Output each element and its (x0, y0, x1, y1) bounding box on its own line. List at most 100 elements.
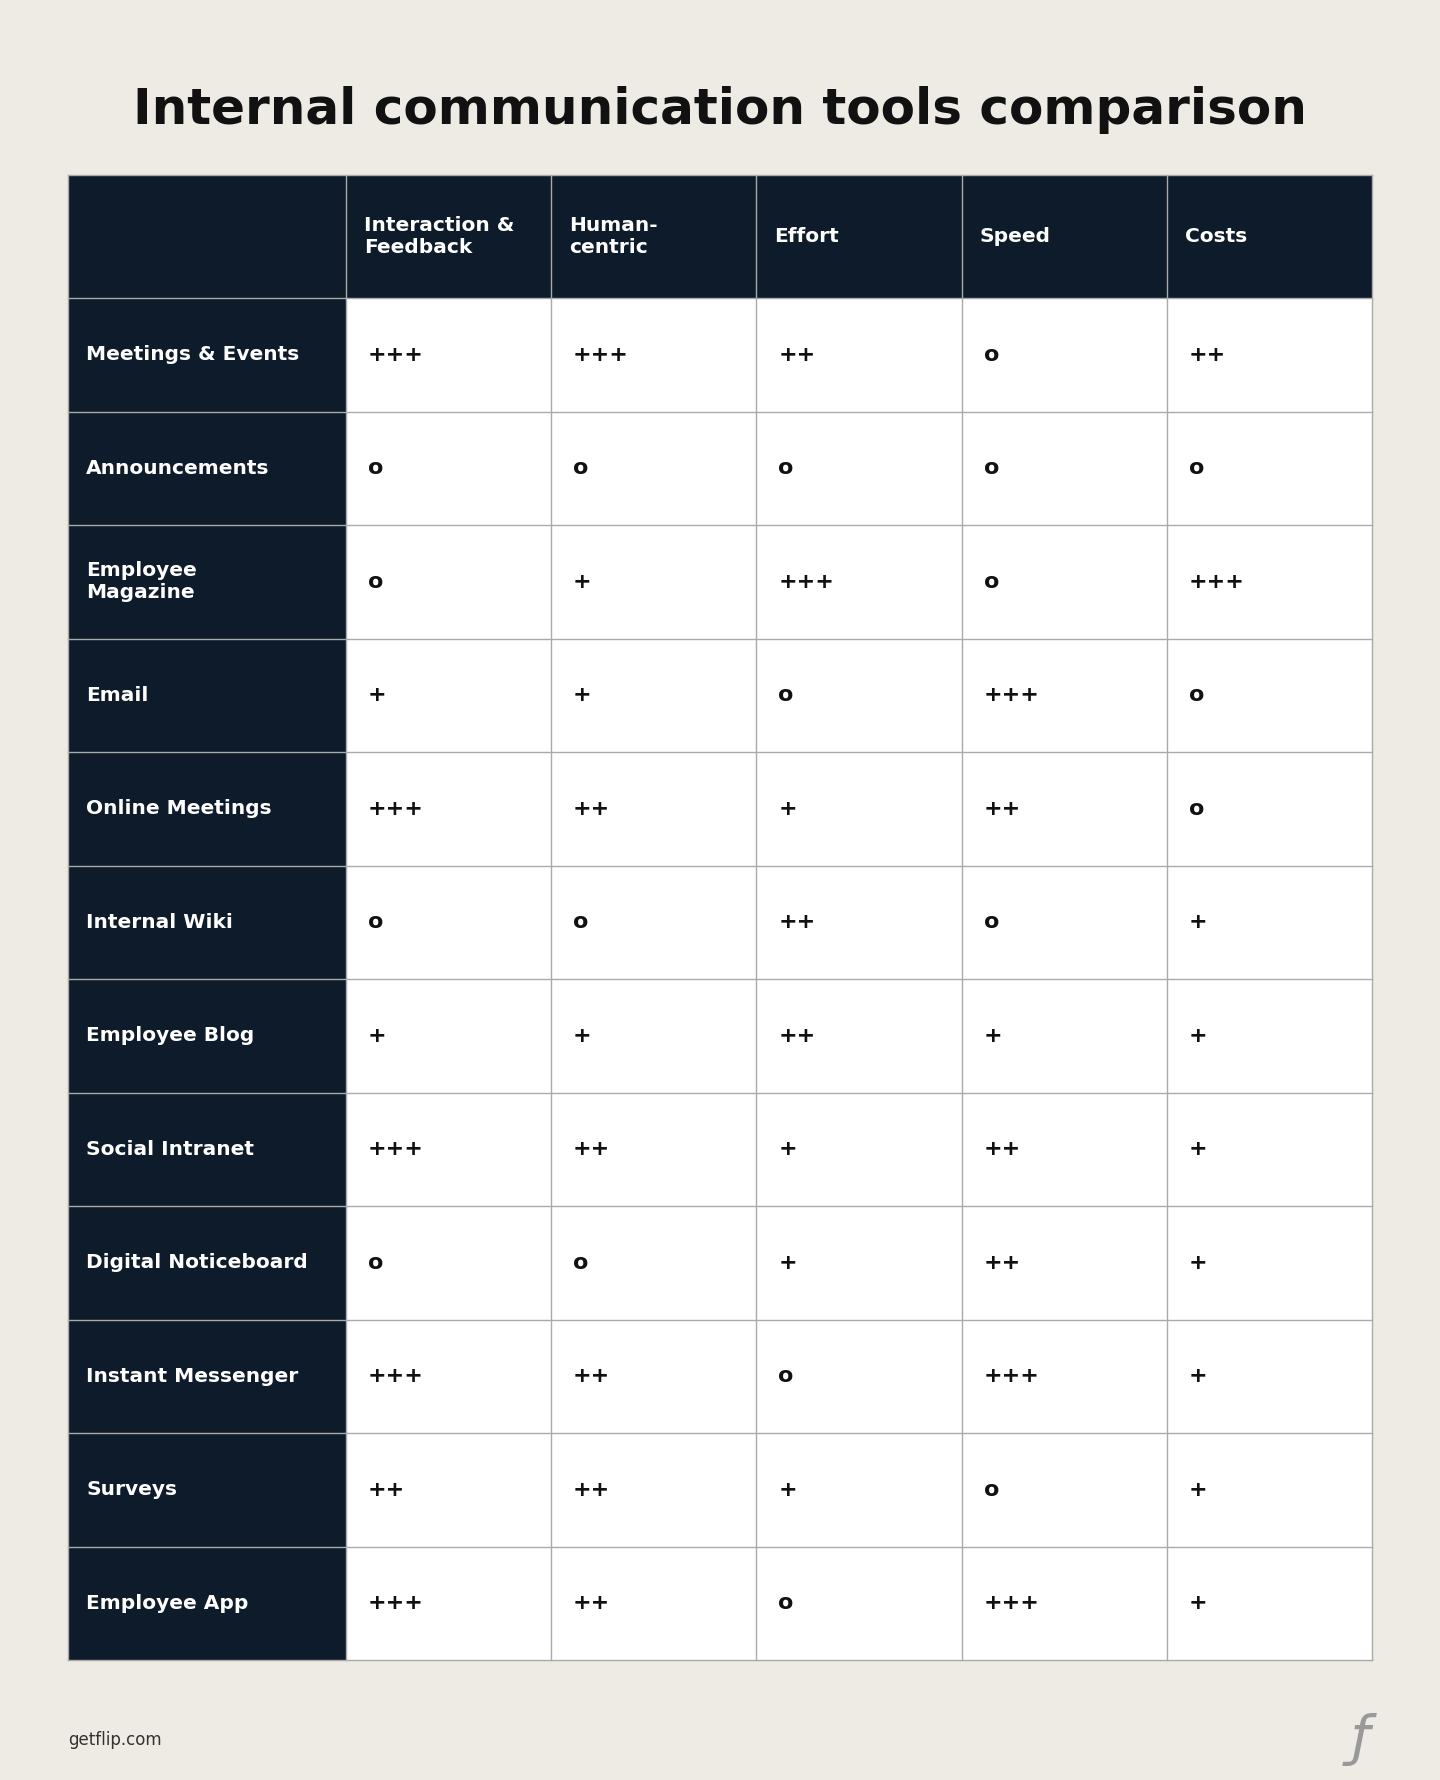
Bar (756, 979, 962, 1093)
Text: o: o (984, 1479, 999, 1501)
Text: +++: +++ (573, 345, 629, 365)
Bar (1166, 639, 1372, 753)
Text: +: + (984, 1025, 1002, 1047)
Bar (962, 865, 1166, 979)
Text: o: o (367, 913, 383, 933)
Text: Announcements: Announcements (86, 459, 269, 479)
Bar (962, 1319, 1166, 1433)
Bar (346, 299, 552, 411)
Bar (346, 979, 552, 1093)
Bar (346, 1207, 552, 1319)
Bar (962, 1207, 1166, 1319)
Text: +: + (573, 1025, 592, 1047)
Text: ++: ++ (573, 1367, 611, 1387)
Bar (346, 753, 552, 865)
Text: ++: ++ (984, 1139, 1021, 1159)
Text: +: + (778, 799, 796, 819)
Text: +: + (1189, 1593, 1207, 1613)
Bar (68, 525, 346, 639)
Bar (68, 174, 1372, 299)
Text: o: o (778, 1593, 793, 1613)
Text: Instant Messenger: Instant Messenger (86, 1367, 298, 1387)
Text: +: + (573, 571, 592, 593)
Text: Online Meetings: Online Meetings (86, 799, 272, 819)
Text: Costs: Costs (1185, 228, 1247, 246)
Text: Surveys: Surveys (86, 1481, 177, 1499)
Text: Interaction &
Feedback: Interaction & Feedback (364, 215, 514, 256)
Bar (962, 639, 1166, 753)
Bar (756, 1319, 962, 1433)
Bar (552, 753, 756, 865)
Text: +++: +++ (984, 685, 1040, 705)
Bar (68, 979, 346, 1093)
Bar (962, 753, 1166, 865)
Bar (1166, 865, 1372, 979)
Text: o: o (1189, 685, 1204, 705)
Bar (756, 1547, 962, 1661)
Bar (756, 411, 962, 525)
Bar (346, 1433, 552, 1547)
Bar (962, 979, 1166, 1093)
Text: Email: Email (86, 685, 148, 705)
Text: +: + (367, 1025, 386, 1047)
Bar (346, 1319, 552, 1433)
Bar (346, 411, 552, 525)
Text: +: + (1189, 1025, 1207, 1047)
Text: ++: ++ (778, 913, 815, 933)
Bar (756, 299, 962, 411)
Text: +++: +++ (778, 571, 834, 593)
Text: +: + (778, 1139, 796, 1159)
Text: ++: ++ (778, 345, 815, 365)
Bar (962, 525, 1166, 639)
Bar (756, 525, 962, 639)
Bar (1166, 525, 1372, 639)
Text: o: o (1189, 459, 1204, 479)
Text: Digital Noticeboard: Digital Noticeboard (86, 1253, 308, 1273)
Bar (1166, 1547, 1372, 1661)
Text: +: + (1189, 1367, 1207, 1387)
Text: o: o (984, 571, 999, 593)
Text: o: o (778, 1367, 793, 1387)
Text: ++: ++ (984, 1253, 1021, 1273)
Text: o: o (1189, 799, 1204, 819)
Bar (552, 1547, 756, 1661)
Bar (68, 299, 346, 411)
Bar (962, 1547, 1166, 1661)
Text: ++: ++ (573, 799, 611, 819)
Text: Effort: Effort (775, 228, 840, 246)
Bar (1166, 299, 1372, 411)
Text: o: o (778, 685, 793, 705)
Bar (756, 865, 962, 979)
Text: +: + (1189, 913, 1207, 933)
Text: +: + (778, 1253, 796, 1273)
Text: +++: +++ (367, 1593, 423, 1613)
Bar (68, 1207, 346, 1319)
Bar (552, 1433, 756, 1547)
Text: o: o (367, 1253, 383, 1273)
Bar (68, 1547, 346, 1661)
Bar (756, 639, 962, 753)
Bar (346, 525, 552, 639)
Bar (552, 1319, 756, 1433)
Bar (756, 1207, 962, 1319)
Text: getflip.com: getflip.com (68, 1730, 161, 1750)
Text: ++: ++ (778, 1025, 815, 1047)
Text: o: o (778, 459, 793, 479)
Bar (1166, 411, 1372, 525)
Bar (68, 411, 346, 525)
Text: ++: ++ (367, 1479, 405, 1501)
Bar (552, 411, 756, 525)
Bar (552, 639, 756, 753)
Text: Human-
centric: Human- centric (569, 215, 658, 256)
Bar (346, 1547, 552, 1661)
Text: o: o (573, 913, 589, 933)
Bar (1166, 979, 1372, 1093)
Bar (962, 1433, 1166, 1547)
Bar (68, 1433, 346, 1547)
Text: +++: +++ (367, 345, 423, 365)
Bar (346, 865, 552, 979)
Bar (68, 1319, 346, 1433)
Text: +++: +++ (367, 799, 423, 819)
Bar (962, 411, 1166, 525)
Text: Internal communication tools comparison: Internal communication tools comparison (132, 85, 1308, 134)
